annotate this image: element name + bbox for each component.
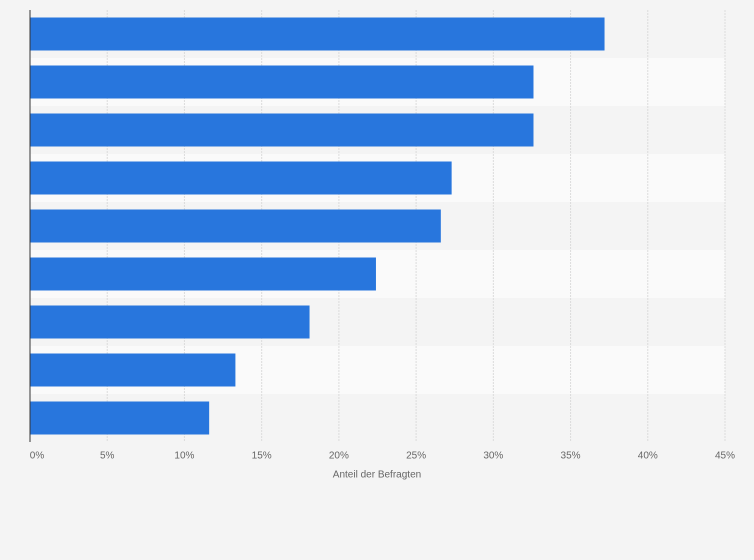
x-tick-label: 30%: [483, 451, 503, 462]
bar: [30, 257, 376, 291]
x-tick-label: 0%: [30, 451, 45, 462]
bar: [30, 209, 441, 243]
bar: [30, 17, 605, 51]
bar: [30, 113, 534, 147]
x-axis-title: Anteil der Befragten: [333, 470, 421, 481]
bar: [30, 305, 310, 339]
x-tick-label: 5%: [100, 451, 115, 462]
x-tick-label: 20%: [329, 451, 349, 462]
x-tick-label: 45%: [715, 451, 735, 462]
bar: [30, 401, 210, 435]
x-tick-label: 25%: [406, 451, 426, 462]
x-tick-label: 40%: [638, 451, 658, 462]
bar: [30, 65, 534, 99]
x-tick-label: 35%: [561, 451, 581, 462]
bar: [30, 353, 236, 387]
x-tick-label: 10%: [174, 451, 194, 462]
bar: [30, 161, 452, 195]
x-tick-label: 15%: [252, 451, 272, 462]
